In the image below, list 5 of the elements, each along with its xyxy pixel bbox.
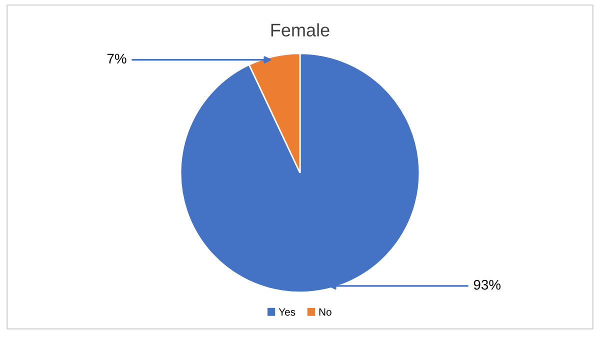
legend-label: Yes xyxy=(278,308,296,316)
data-label: 93% xyxy=(474,280,501,290)
data-label: 7% xyxy=(107,54,126,64)
legend-label: No xyxy=(319,308,332,316)
chart-title: Female xyxy=(271,23,330,37)
